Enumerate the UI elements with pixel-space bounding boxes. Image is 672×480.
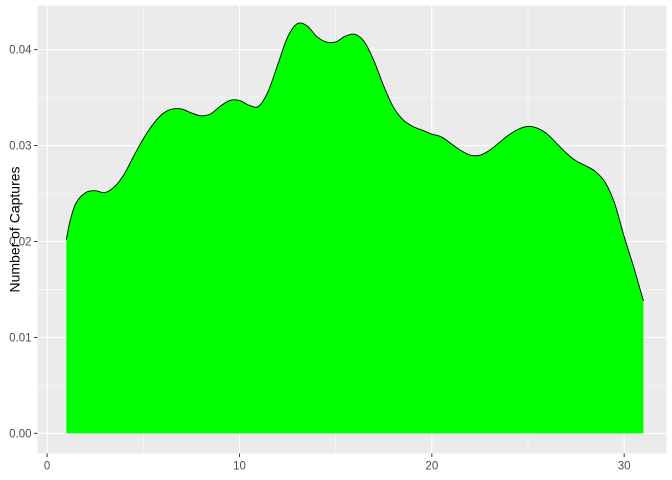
x-tick-label: 0 — [44, 461, 50, 473]
density-area — [66, 22, 644, 434]
density-outline — [65, 22, 644, 302]
x-tick-label: 20 — [425, 461, 438, 473]
x-axis: 0 10 20 30 — [44, 453, 631, 473]
y-tick-label: 0.03 — [9, 141, 31, 153]
y-tick-label: 0.01 — [9, 332, 31, 344]
y-tick-label: 0.00 — [9, 428, 31, 440]
x-tick-label: 10 — [233, 461, 246, 473]
x-tick-label: 30 — [618, 461, 631, 473]
y-tick-label: 0.04 — [9, 45, 32, 57]
y-tick-label: 0.02 — [9, 236, 31, 248]
y-axis: 0.00 0.01 0.02 0.03 0.04 — [9, 45, 38, 440]
y-axis-title: Number of Captures — [7, 166, 23, 292]
